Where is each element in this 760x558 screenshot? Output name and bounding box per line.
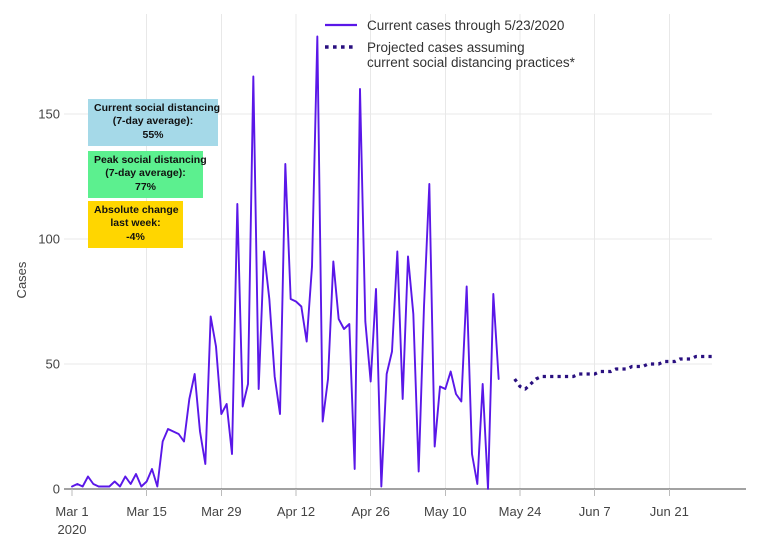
annotation-absolute-change: Absolute change last week: -4% xyxy=(88,201,183,249)
y-tick-label: 150 xyxy=(38,107,60,122)
legend-label[interactable]: Projected cases assuming xyxy=(367,40,525,55)
annotation-current-social-distancing: Current social distancing (7-day average… xyxy=(88,99,221,147)
y-axis-title: Cases xyxy=(14,261,29,298)
annotation-line1: Current social distancing xyxy=(94,102,221,114)
legend-label-line2[interactable]: current social distancing practices* xyxy=(367,55,576,70)
x-gridlines-group xyxy=(146,14,670,489)
x-tick-label: Apr 26 xyxy=(352,504,390,519)
x-tick-label: Mar 15 xyxy=(126,504,166,519)
y-tick-label: 0 xyxy=(53,482,60,497)
legend-label[interactable]: Current cases through 5/23/2020 xyxy=(367,18,564,33)
annotation-value: -4% xyxy=(126,230,145,243)
x-tick-label: May 24 xyxy=(499,504,542,519)
y-tick-label: 50 xyxy=(46,357,60,372)
series-line-current xyxy=(71,35,500,490)
annotation-line2: last week: xyxy=(110,217,161,230)
annotation-line1: Absolute change xyxy=(94,204,179,216)
x-tick-label: Mar 29 xyxy=(201,504,241,519)
annotation-line2: (7-day average): xyxy=(112,115,194,128)
annotation-line2: (7-day average): xyxy=(105,167,186,180)
x-tick-label: Jun 7 xyxy=(579,504,611,519)
y-tick-label: 100 xyxy=(38,232,60,247)
data-series-group xyxy=(71,35,712,490)
legend: Current cases through 5/23/2020 Projected… xyxy=(325,18,576,70)
annotation-line1: Peak social distancing xyxy=(94,154,207,166)
y-tick-labels: 0 50 100 150 xyxy=(38,107,60,497)
annotation-value: 77% xyxy=(134,180,156,193)
x-tick-label: May 10 xyxy=(424,504,467,519)
x-tick-label: Jun 21 xyxy=(650,504,689,519)
annotation-peak-social-distancing: Peak social distancing (7-day average): … xyxy=(88,151,207,199)
x-tick-marks xyxy=(71,489,670,496)
x-tick-sublabel: 2020 xyxy=(58,522,87,537)
x-tick-label: Apr 12 xyxy=(277,504,315,519)
x-tick-label: Mar 1 xyxy=(55,504,88,519)
series-line-projected xyxy=(513,354,712,391)
annotation-value: 55% xyxy=(142,128,164,141)
x-tick-labels: Mar 1 2020 Mar 15 Mar 29 Apr 12 Apr 26 May 10 M… xyxy=(55,504,688,537)
